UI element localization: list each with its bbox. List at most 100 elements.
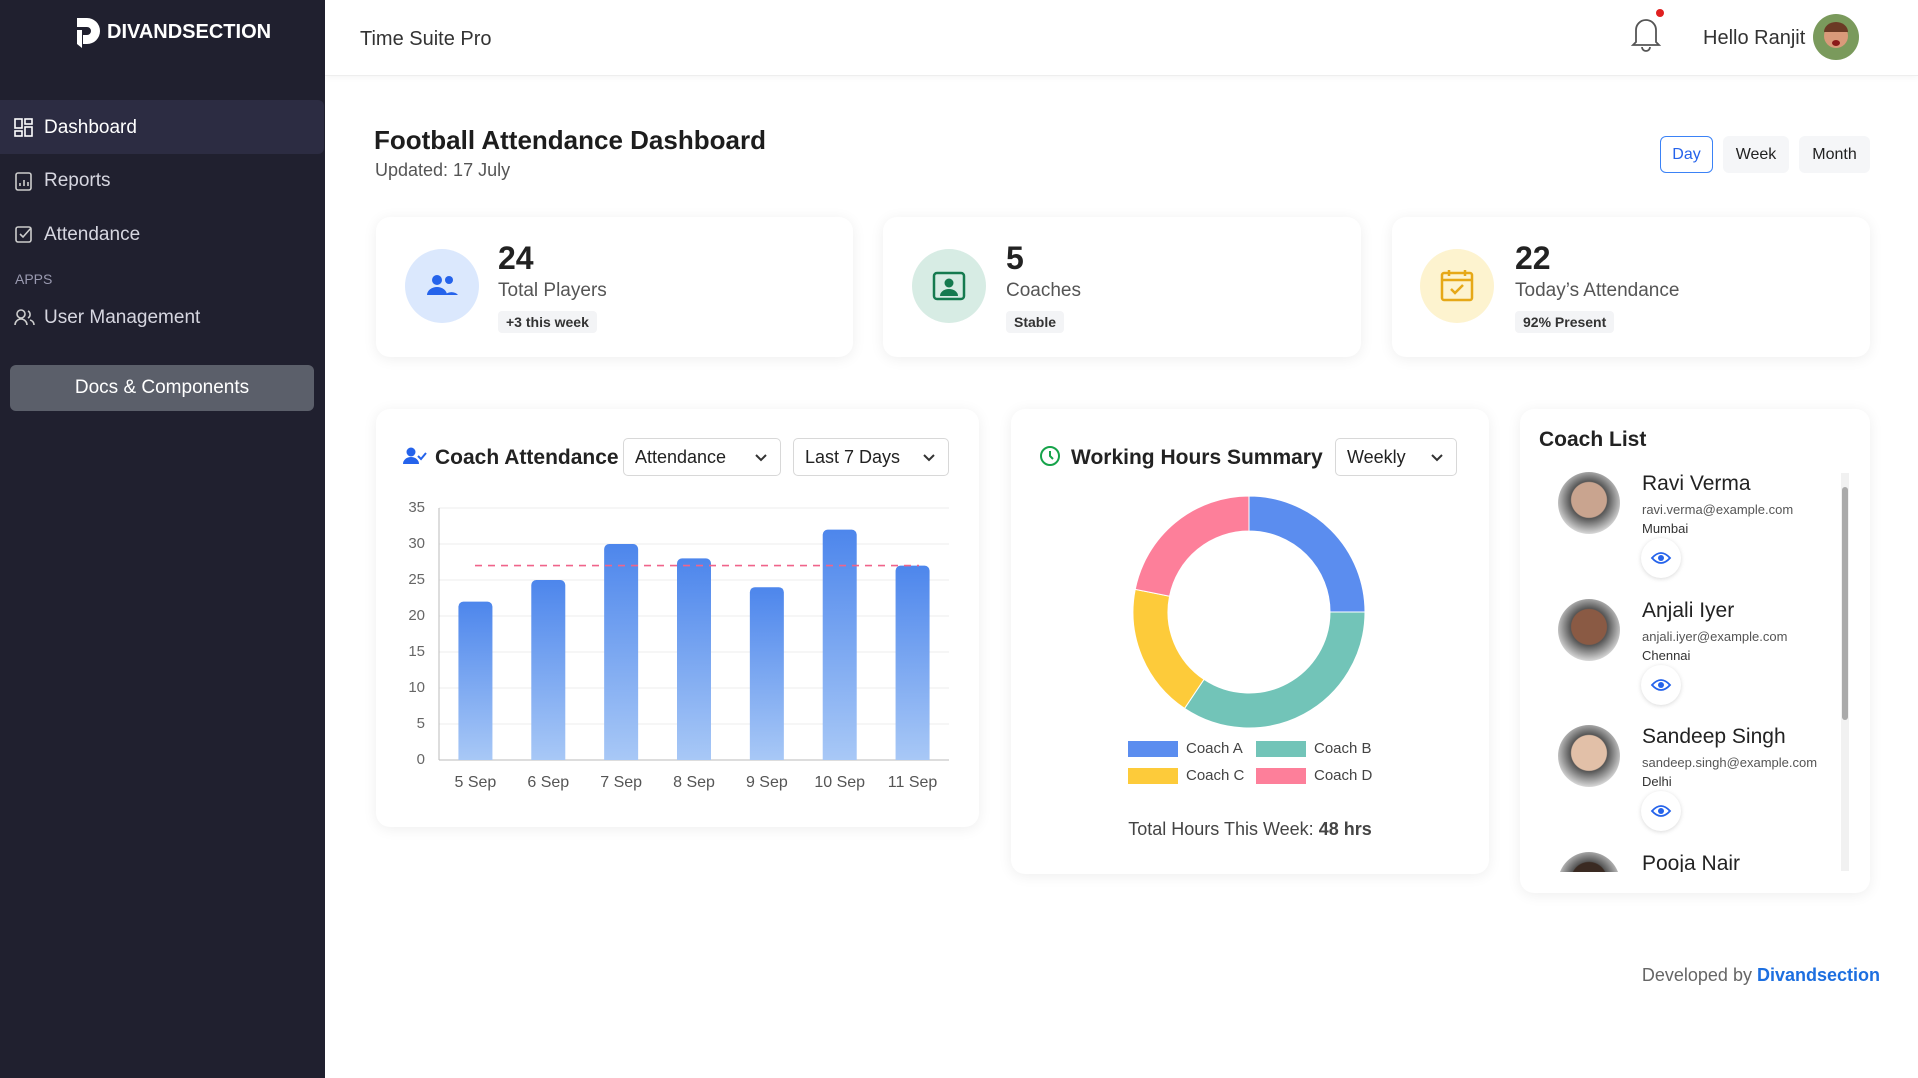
coach-email: sandeep.singh@example.com bbox=[1642, 755, 1818, 771]
y-tick-label: 15 bbox=[408, 643, 425, 660]
app-name: Time Suite Pro bbox=[360, 28, 492, 50]
stat-label: Total Players bbox=[498, 280, 607, 301]
period-button[interactable]: Month bbox=[1799, 136, 1870, 173]
user-avatar[interactable] bbox=[1813, 14, 1859, 60]
stat-badge: +3 this week bbox=[498, 311, 597, 333]
top-bar bbox=[325, 0, 1918, 76]
bar bbox=[604, 544, 639, 760]
donut-slice bbox=[1134, 495, 1250, 597]
page-title: Football Attendance Dashboard bbox=[374, 125, 766, 155]
chart-title: Coach Attendance bbox=[435, 446, 619, 469]
icon bbox=[14, 118, 33, 137]
active-nav-bg bbox=[0, 100, 324, 154]
eye-icon bbox=[1650, 552, 1672, 564]
dropdown[interactable]: Attendance bbox=[623, 438, 781, 476]
dropdown-label: Attendance bbox=[635, 446, 727, 467]
total-label: Total Hours This Week: bbox=[1128, 819, 1314, 839]
docs-button[interactable]: Docs & Components bbox=[10, 365, 314, 411]
donut-slice bbox=[1132, 588, 1205, 710]
donut-slice bbox=[1183, 611, 1366, 729]
bar bbox=[822, 529, 857, 760]
stat-value: 24 bbox=[498, 240, 534, 276]
y-tick-label: 5 bbox=[417, 715, 425, 732]
nav-item[interactable]: Attendance bbox=[44, 224, 141, 245]
y-tick-label: 30 bbox=[408, 535, 425, 552]
coach-list: Ravi Verma ravi.verma@example.com Mumbai An… bbox=[1520, 471, 1830, 872]
donut-slice bbox=[1248, 495, 1366, 613]
footer: Developed by Divandsection bbox=[1642, 965, 1880, 986]
bar bbox=[749, 587, 784, 760]
dropdown-label: Weekly bbox=[1347, 446, 1406, 467]
view-button[interactable] bbox=[1641, 791, 1681, 832]
chevron bbox=[1431, 454, 1443, 462]
chevron bbox=[923, 454, 935, 462]
view-button[interactable] bbox=[1641, 664, 1681, 705]
footer-link[interactable]: Divandsection bbox=[1756, 965, 1880, 985]
notification-bell[interactable] bbox=[1628, 8, 1664, 54]
legend-label: Coach A bbox=[1186, 740, 1243, 757]
stat-value: 5 bbox=[1006, 240, 1024, 276]
period-button[interactable]: Week bbox=[1723, 136, 1789, 173]
bar bbox=[677, 558, 711, 760]
stat-icon bbox=[1420, 249, 1494, 323]
nav-item[interactable]: Reports bbox=[44, 170, 111, 191]
legend-swatch bbox=[1256, 741, 1306, 757]
x-tick-label: 11 Sep bbox=[888, 774, 938, 791]
stat-badge: 92% Present bbox=[1515, 311, 1615, 333]
section-label: APPS bbox=[15, 271, 53, 287]
icon bbox=[15, 172, 32, 191]
view-button[interactable] bbox=[1641, 538, 1681, 578]
legend-swatch bbox=[1128, 741, 1178, 757]
coach-avatar bbox=[1558, 851, 1620, 872]
icon bbox=[14, 309, 35, 326]
updated: Updated: 17 July bbox=[375, 160, 511, 180]
coach-email: ravi.verma@example.com bbox=[1642, 502, 1794, 517]
coach-city: Chennai bbox=[1642, 647, 1691, 663]
x-tick-label: 10 Sep bbox=[814, 774, 865, 791]
legend-label: Coach B bbox=[1314, 740, 1372, 757]
eye-icon bbox=[1650, 678, 1672, 691]
coach-list-title: Coach List bbox=[1539, 428, 1647, 451]
total-value: 48 hrs bbox=[1318, 819, 1372, 839]
chevron bbox=[755, 454, 767, 462]
stat-badge: Stable bbox=[1006, 311, 1065, 333]
coach-name: Sandeep Singh bbox=[1642, 725, 1786, 749]
scrollbar-thumb[interactable] bbox=[1842, 487, 1848, 720]
y-tick-label: 10 bbox=[408, 679, 425, 696]
stat-icon bbox=[912, 249, 986, 323]
coach-name: Ravi Verma bbox=[1642, 472, 1751, 495]
greeting: Hello Ranjit bbox=[1703, 27, 1806, 49]
total-hours: Total Hours This Week: 48 hrs bbox=[1011, 819, 1489, 840]
coach-city: Mumbai bbox=[1642, 521, 1689, 536]
eye-icon bbox=[1650, 805, 1672, 818]
bar bbox=[458, 601, 493, 760]
dropdown[interactable]: Weekly bbox=[1335, 438, 1457, 476]
coach-name: Pooja Nair bbox=[1642, 851, 1741, 872]
icon bbox=[15, 226, 32, 243]
nav-item[interactable]: User Management bbox=[44, 307, 201, 328]
coach-name: Anjali Iyer bbox=[1642, 598, 1735, 622]
icon bbox=[403, 447, 427, 464]
logo-icon bbox=[77, 18, 100, 48]
dropdown-label: Last 7 Days bbox=[805, 446, 901, 467]
bar bbox=[895, 565, 930, 760]
y-tick-label: 25 bbox=[408, 571, 425, 588]
x-tick-label: 8 Sep bbox=[673, 774, 715, 791]
coach-avatar bbox=[1558, 472, 1620, 534]
x-tick-label: 6 Sep bbox=[527, 774, 569, 791]
icon bbox=[1040, 446, 1060, 466]
coach-avatar bbox=[1558, 598, 1620, 661]
sidebar: DIVANDSECTION Dashboard Reports Attendan… bbox=[0, 0, 325, 1078]
legend-swatch bbox=[1256, 768, 1306, 784]
dropdown[interactable]: Last 7 Days bbox=[793, 438, 949, 476]
y-tick-label: 35 bbox=[408, 499, 425, 516]
stat-value: 22 bbox=[1515, 240, 1551, 276]
nav-item[interactable]: Dashboard bbox=[44, 117, 137, 138]
legend-label: Coach D bbox=[1314, 767, 1373, 784]
coach-city: Delhi bbox=[1642, 774, 1672, 790]
chart-card bbox=[1011, 409, 1489, 874]
period-button[interactable]: Day bbox=[1660, 136, 1713, 173]
stat-icon bbox=[405, 249, 479, 323]
x-tick-label: 5 Sep bbox=[455, 774, 497, 791]
